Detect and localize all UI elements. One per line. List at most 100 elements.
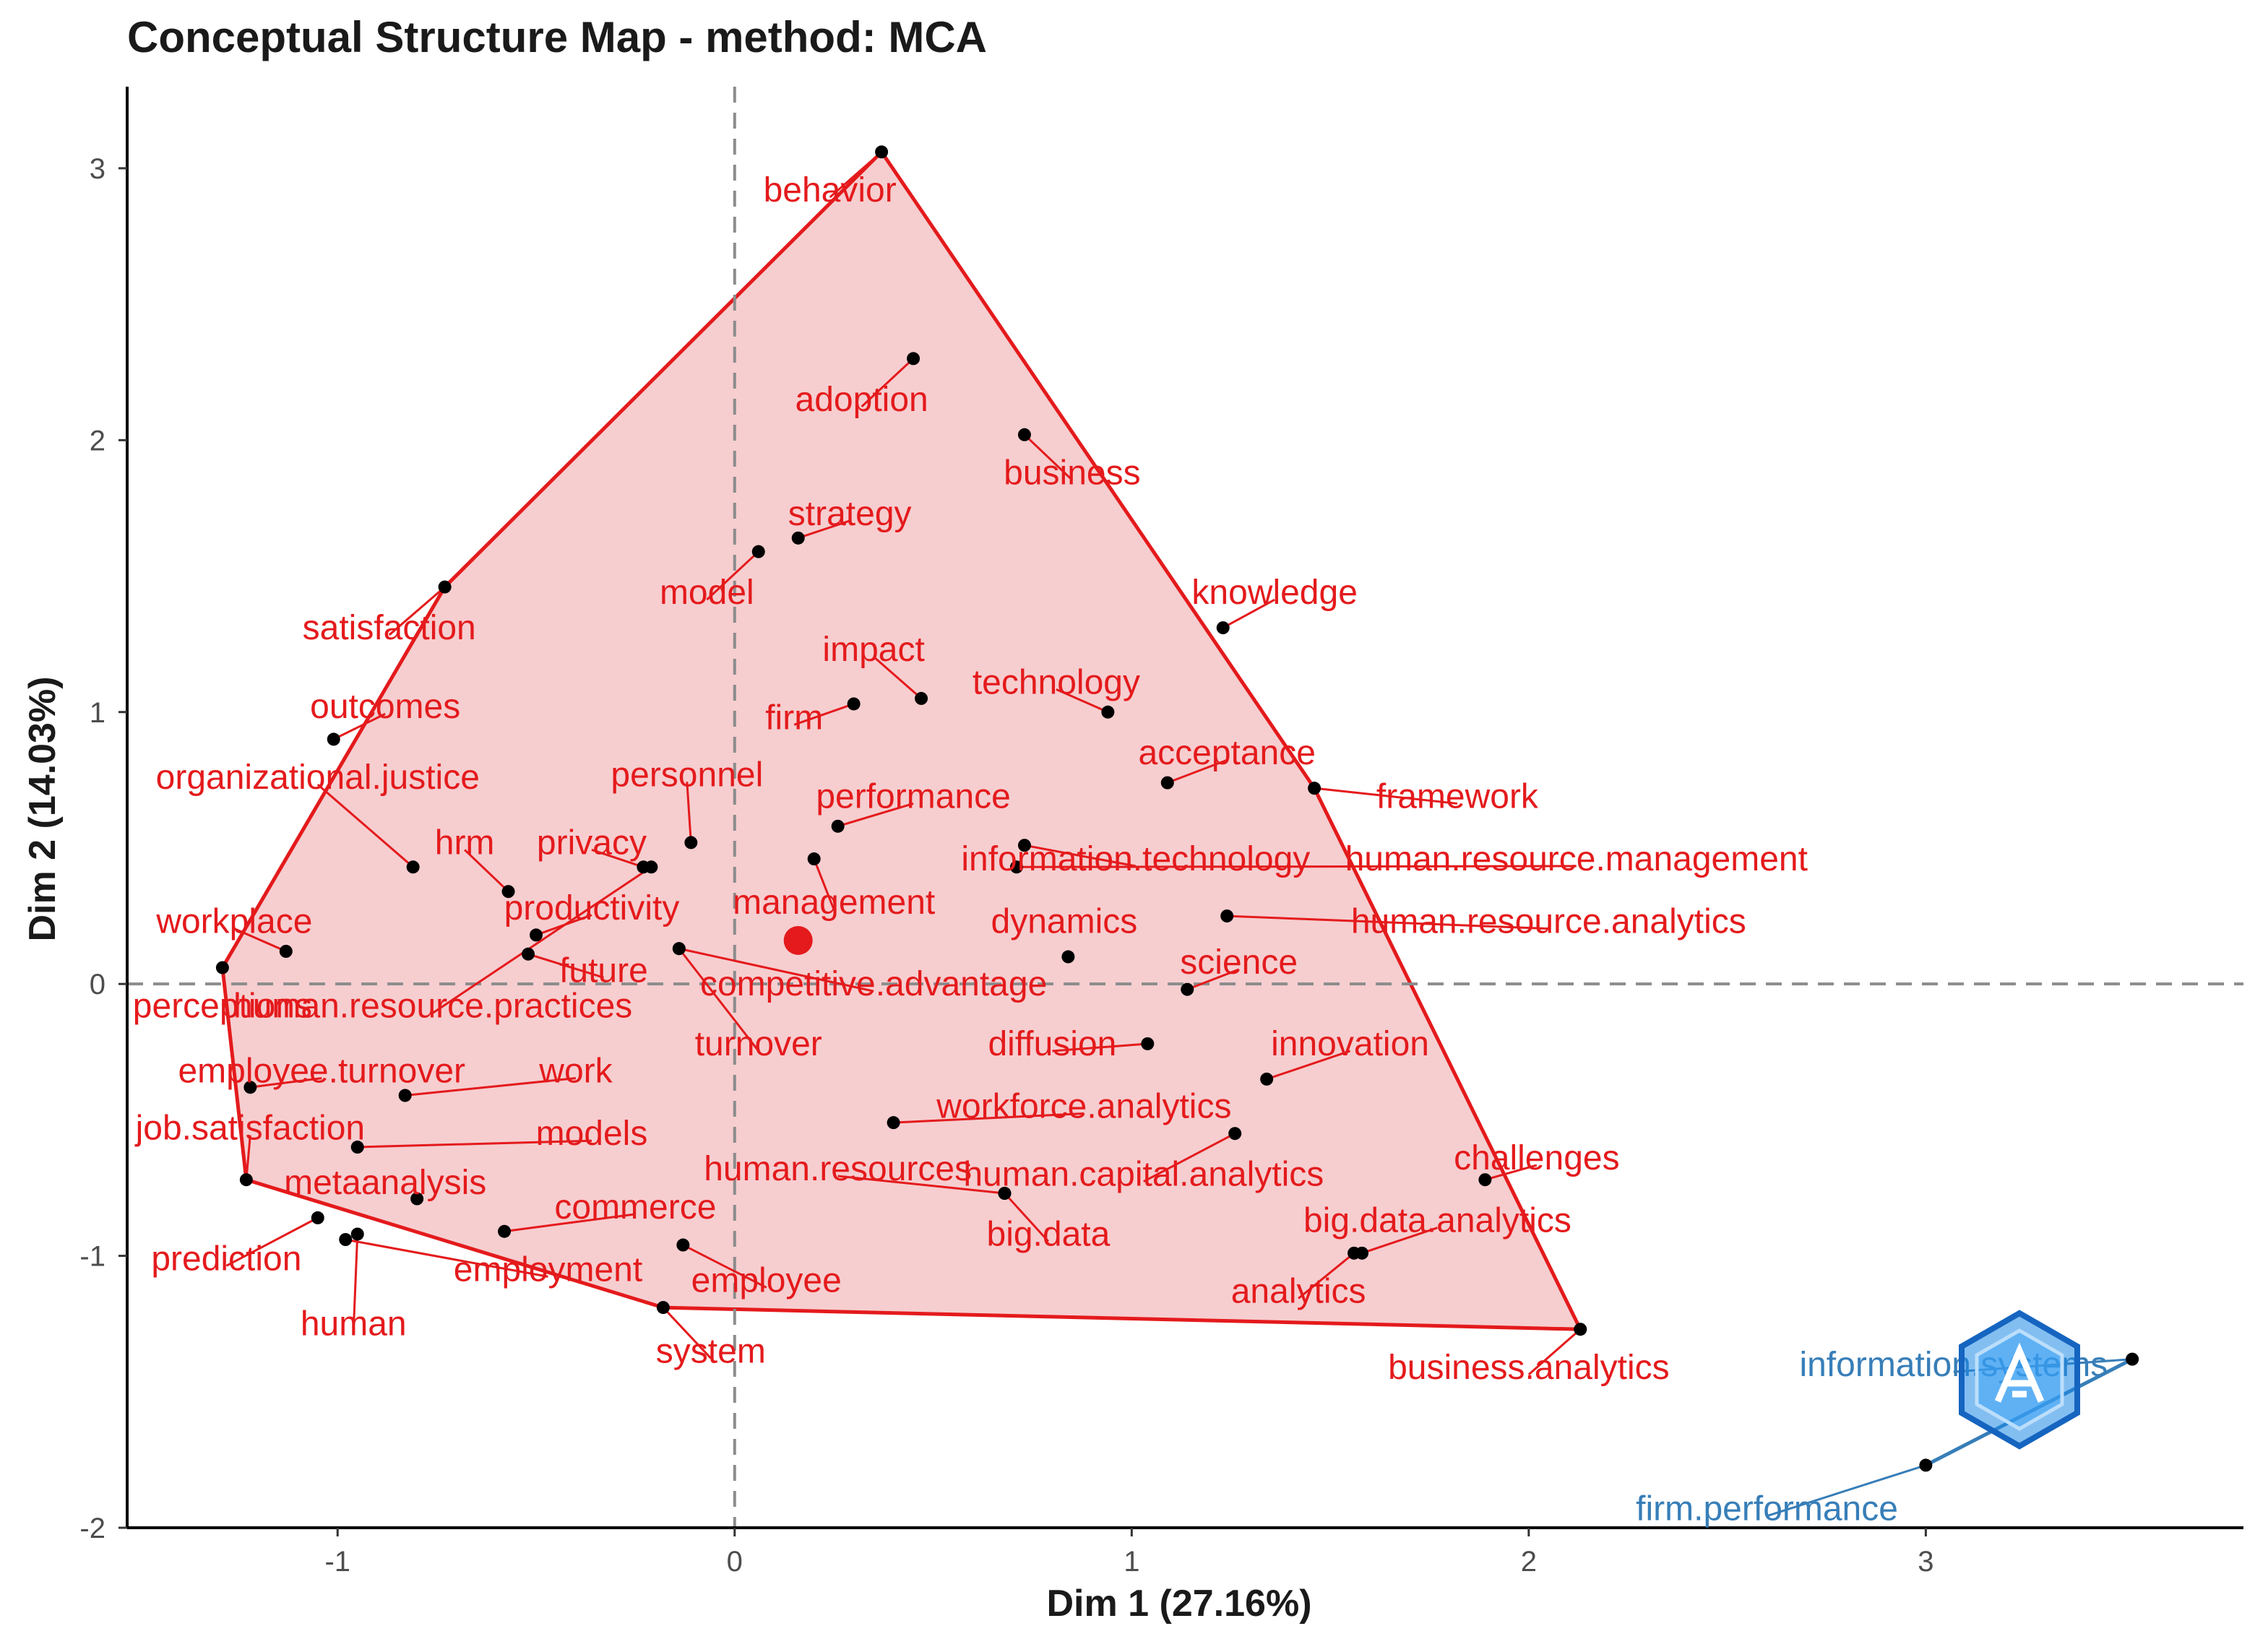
label-strategy: strategy (788, 495, 912, 533)
label-leader-line (1527, 1328, 1582, 1376)
x-tick-label: 3 (1918, 1546, 1933, 1578)
point-acceptance (1160, 776, 1174, 790)
point-behavior (875, 145, 889, 159)
label-outcomes: outcomes (310, 688, 460, 726)
label-leader-line (861, 358, 915, 407)
label-leader-line (591, 849, 644, 868)
point-metaanalysis (410, 1192, 424, 1206)
label-job-satisfaction: job.satisfaction (134, 1110, 366, 1148)
label-employment: employment (454, 1250, 642, 1289)
point-hrm (501, 885, 515, 899)
point-diffusion (1141, 1037, 1155, 1050)
label-leader-line (1298, 1252, 1355, 1299)
point-analytics (1348, 1246, 1361, 1260)
y-tick-label: -1 (79, 1241, 105, 1273)
point-human-capital-analytics (1228, 1127, 1242, 1141)
x-tick-label: 1 (1124, 1546, 1139, 1578)
label-leader-line (1767, 1463, 1926, 1518)
label-hrm: hrm (435, 823, 495, 862)
label-workplace: workplace (155, 903, 312, 941)
point-employee-turnover (243, 1081, 257, 1094)
point-human-resource-management (1009, 860, 1023, 874)
point-perceptions (215, 961, 229, 974)
point-workforce-analytics (887, 1116, 900, 1130)
label-models: models (536, 1115, 648, 1153)
label-performance: performance (816, 777, 1010, 816)
point-firm-performance (1919, 1458, 1933, 1472)
point-future (522, 947, 535, 961)
label-leader-line (333, 712, 386, 740)
label-acceptance: acceptance (1138, 734, 1316, 772)
label-adoption: adoption (795, 381, 928, 419)
point-adoption (907, 352, 920, 366)
point-business (1017, 428, 1031, 441)
label-leader-line (893, 1112, 1085, 1124)
label-leader-line (504, 1213, 636, 1233)
label-leader-line (813, 858, 835, 910)
label-leader-line (837, 803, 914, 828)
label-leader-line (316, 783, 414, 868)
point-science (1181, 982, 1194, 996)
label-prediction: prediction (151, 1240, 301, 1278)
label-behavior: behavior (764, 171, 897, 209)
y-tick-label: 2 (90, 425, 105, 457)
label-model: model (660, 574, 754, 612)
label-impact: impact (822, 631, 924, 669)
label-leader-line (1222, 598, 1275, 629)
point-work (398, 1089, 412, 1102)
label-leader-line (1056, 688, 1108, 714)
label-leader-line (1227, 914, 1549, 930)
label-diffusion: diffusion (988, 1025, 1116, 1063)
label-knowledge: knowledge (1191, 574, 1358, 612)
point-outcomes (327, 732, 340, 746)
label-leader-line (357, 1139, 592, 1149)
label-leader-line (1314, 787, 1458, 805)
label-leader-line (245, 1135, 251, 1180)
label-leader-line (1167, 758, 1228, 784)
label-workforce-analytics: workforce.analytics (936, 1088, 1231, 1126)
label-personnel: personnel (611, 756, 763, 794)
label-leader-line (1052, 1042, 1148, 1052)
point-system (656, 1301, 670, 1315)
point-challenges (1478, 1173, 1492, 1187)
label-competitive-advantage: competitive.advantage (700, 965, 1047, 1003)
label-leader-line (706, 550, 759, 601)
point-human-resource-practices (644, 860, 658, 874)
y-axis-title: Dim 2 (14.03%) (22, 676, 64, 941)
label-management: management (733, 883, 935, 922)
label-firm: firm (765, 699, 823, 737)
label-analytics: analytics (1231, 1273, 1366, 1311)
label-metaanalysis: metaanalysis (284, 1164, 486, 1202)
label-human-resource-practices: human.resource.practices (233, 987, 632, 1025)
cluster-hull-cluster-1 (220, 149, 1584, 1331)
point-prediction (311, 1211, 324, 1224)
point-job-satisfaction (239, 1173, 253, 1187)
point-framework (1308, 782, 1321, 795)
label-leader-line (678, 947, 874, 993)
point-technology (1101, 705, 1115, 719)
label-leader-line (225, 1216, 319, 1267)
point-knowledge (1216, 621, 1230, 635)
cluster-centroid-cluster-1 (783, 925, 813, 955)
label-leader-line (793, 703, 855, 726)
point-impact (915, 691, 928, 705)
label-leader-line (829, 151, 883, 199)
label-leader-line (686, 782, 692, 843)
point-turnover (672, 942, 686, 956)
label-framework: framework (1376, 777, 1539, 816)
label-leader-line (1361, 1227, 1438, 1255)
label-human-capital-analytics: human.capital.analytics (963, 1156, 1324, 1194)
point-employment (339, 1233, 353, 1246)
label-employee-turnover: employee.turnover (178, 1052, 465, 1091)
label-leader-line (388, 586, 446, 636)
label-leader-line (250, 1077, 322, 1089)
y-tick-label: -2 (79, 1513, 105, 1544)
label-perceptions: perceptions (133, 987, 312, 1025)
label-human: human (301, 1305, 407, 1344)
point-models (350, 1141, 364, 1154)
label-leader-line (352, 1234, 359, 1331)
label-challenges: challenges (1454, 1139, 1620, 1177)
point-big-data (998, 1187, 1012, 1201)
point-human-resource-analytics (1220, 909, 1234, 923)
label-leader-line (1016, 865, 1577, 868)
